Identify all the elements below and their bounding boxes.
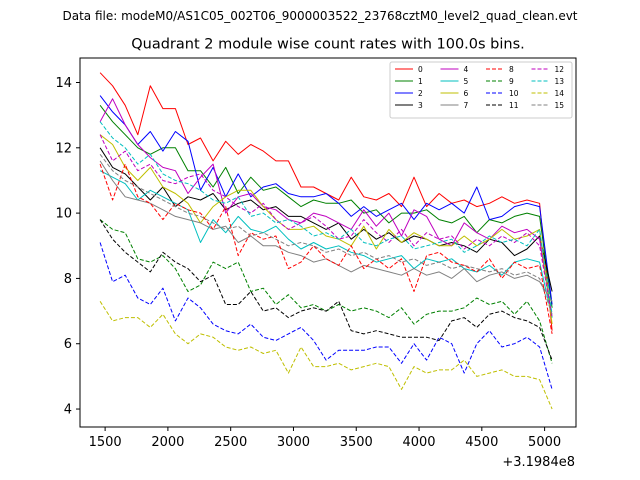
x-tick-label: 1500 [89, 435, 122, 450]
x-tick-label: 4000 [402, 435, 435, 450]
series-line-7 [99, 160, 553, 302]
plot-lines [99, 72, 553, 410]
legend-label-13: 13 [555, 77, 565, 86]
x-axis: 1500 2000 2500 3000 3500 4000 4500 5000 [89, 427, 561, 450]
legend-label-5: 5 [464, 77, 469, 86]
series-line-10 [99, 242, 553, 390]
series-line-15 [99, 153, 553, 315]
legend-label-12: 12 [555, 65, 565, 74]
series-line-13 [99, 121, 553, 315]
y-tick-label: 6 [64, 337, 72, 352]
legend-box [389, 61, 573, 119]
y-tick-label: 10 [55, 207, 72, 222]
series-line-4 [99, 98, 553, 318]
legend-label-1: 1 [418, 77, 423, 86]
series-line-6 [99, 134, 553, 325]
series-line-2 [99, 95, 553, 305]
x-tick-label: 3500 [340, 435, 373, 450]
plot-frame [79, 57, 577, 428]
legend-label-7: 7 [464, 101, 469, 110]
legend-label-11: 11 [509, 101, 519, 110]
legend-label-2: 2 [418, 89, 423, 98]
y-tick-label: 12 [55, 141, 72, 156]
y-tick-label: 4 [64, 403, 72, 418]
legend-label-15: 15 [555, 101, 565, 110]
legend-label-0: 0 [418, 65, 423, 74]
legend-label-3: 3 [418, 101, 423, 110]
legend-label-9: 9 [509, 77, 514, 86]
y-axis: 4 6 8 10 12 14 [55, 76, 80, 418]
x-tick-label: 2500 [214, 435, 247, 450]
y-tick-label: 8 [64, 272, 72, 287]
series-line-11 [99, 219, 553, 361]
x-tick-label: 3000 [277, 435, 310, 450]
series-line-12 [99, 134, 553, 318]
series-line-8 [99, 163, 553, 334]
legend-label-10: 10 [509, 89, 519, 98]
y-tick-label: 14 [55, 76, 72, 91]
legend-label-8: 8 [509, 65, 514, 74]
legend-label-4: 4 [464, 65, 469, 74]
legend-label-14: 14 [555, 89, 565, 98]
series-line-14 [99, 301, 553, 410]
legend-label-6: 6 [464, 89, 469, 98]
datafile-label: Data file: modeM0/AS1C05_002T06_90000035… [62, 9, 577, 23]
x-tick-label: 4500 [465, 435, 498, 450]
chart-title: Quadrant 2 module wise count rates with … [131, 37, 525, 53]
x-offset-label: +3.1984e8 [502, 455, 575, 470]
plot-background [80, 58, 576, 427]
x-tick-label: 5000 [528, 435, 561, 450]
x-tick-label: 2000 [151, 435, 184, 450]
